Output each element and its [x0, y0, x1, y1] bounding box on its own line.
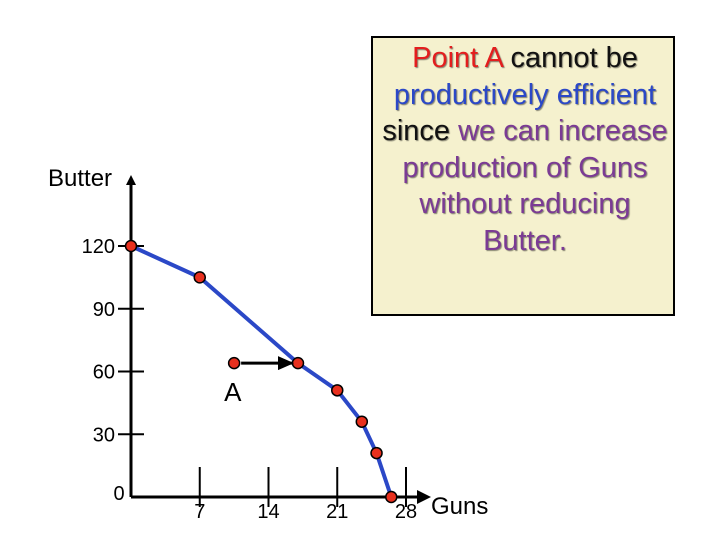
data-markers — [124, 239, 398, 504]
callout-segment: since — [382, 78, 665, 147]
data-point-marker — [355, 415, 369, 428]
point-a-marker — [227, 356, 241, 370]
y-tick-label: 90 — [93, 299, 115, 321]
data-point-marker — [370, 446, 383, 460]
data-point-marker — [291, 356, 305, 370]
ppf-line — [130, 244, 394, 498]
axes — [126, 175, 431, 504]
y-tick-label: 30 — [93, 424, 115, 446]
ppf-curve — [130, 244, 394, 498]
x-tick-label: 28 — [395, 501, 417, 523]
x-tick-label: 14 — [257, 501, 279, 523]
x-tick-label: 0 — [113, 483, 124, 505]
y-axis-label: Butter — [48, 165, 112, 192]
annotations: A — [224, 356, 294, 407]
data-point-marker — [124, 239, 138, 253]
ticks: 120 90 60 30 0 7 14 21 28 — [82, 236, 418, 523]
x-tick-label: 21 — [326, 501, 348, 523]
explanation-callout: Point A cannot be productively efficient… — [371, 36, 675, 316]
y-tick-label: 120 — [82, 236, 115, 258]
callout-segment: be — [605, 42, 638, 74]
x-axis-label: Guns — [431, 493, 488, 520]
data-point-marker — [385, 490, 398, 504]
callout-segment: productively efficient — [393, 42, 657, 111]
point-a-label: A — [224, 377, 242, 407]
callout-segment: we can increase production of Guns witho… — [402, 115, 676, 257]
data-point-marker — [193, 271, 206, 284]
data-point-marker — [331, 384, 344, 397]
callout-segment: cannot — [502, 42, 606, 74]
x-tick-label: 7 — [194, 501, 205, 523]
callout-segment: Point A — [412, 42, 503, 74]
y-tick-label: 60 — [93, 362, 115, 384]
